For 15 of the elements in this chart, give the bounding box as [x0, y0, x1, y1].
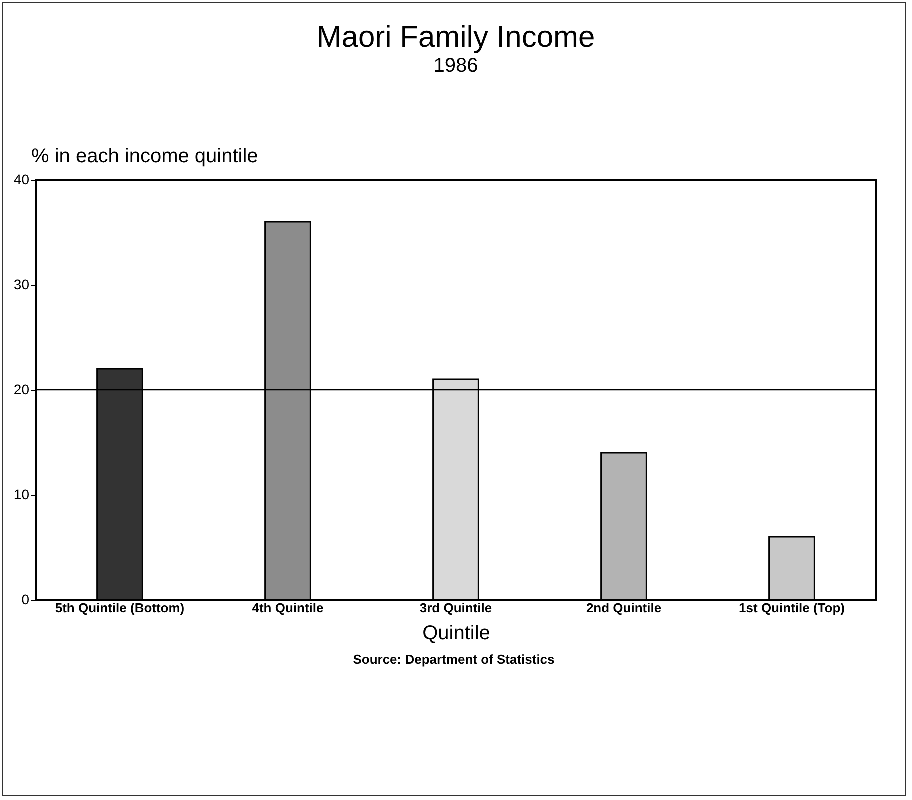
y-tick-label: 10	[14, 486, 30, 502]
source-note: Source: Department of Statistics	[352, 652, 556, 667]
x-tick-label: 5th Quintile (Bottom)	[55, 600, 185, 616]
chart-title: Maori Family Income	[316, 21, 596, 54]
chart-subtitle: 1986	[434, 55, 478, 77]
y-tick-label: 40	[14, 172, 30, 188]
y-tick-label: 20	[14, 382, 30, 398]
x-axis-title: Quintile	[422, 622, 490, 644]
y-tick-label: 30	[14, 276, 30, 292]
x-tick-label: 2nd Quintile	[586, 600, 662, 616]
y-axis-title: % in each income quintile	[32, 146, 258, 168]
x-tick-label: 4th Quintile	[252, 600, 324, 616]
y-tick-label: 0	[22, 592, 30, 608]
x-tick-label: 1st Quintile (Top)	[739, 600, 845, 616]
x-tick-label: 3rd Quintile	[420, 600, 492, 616]
